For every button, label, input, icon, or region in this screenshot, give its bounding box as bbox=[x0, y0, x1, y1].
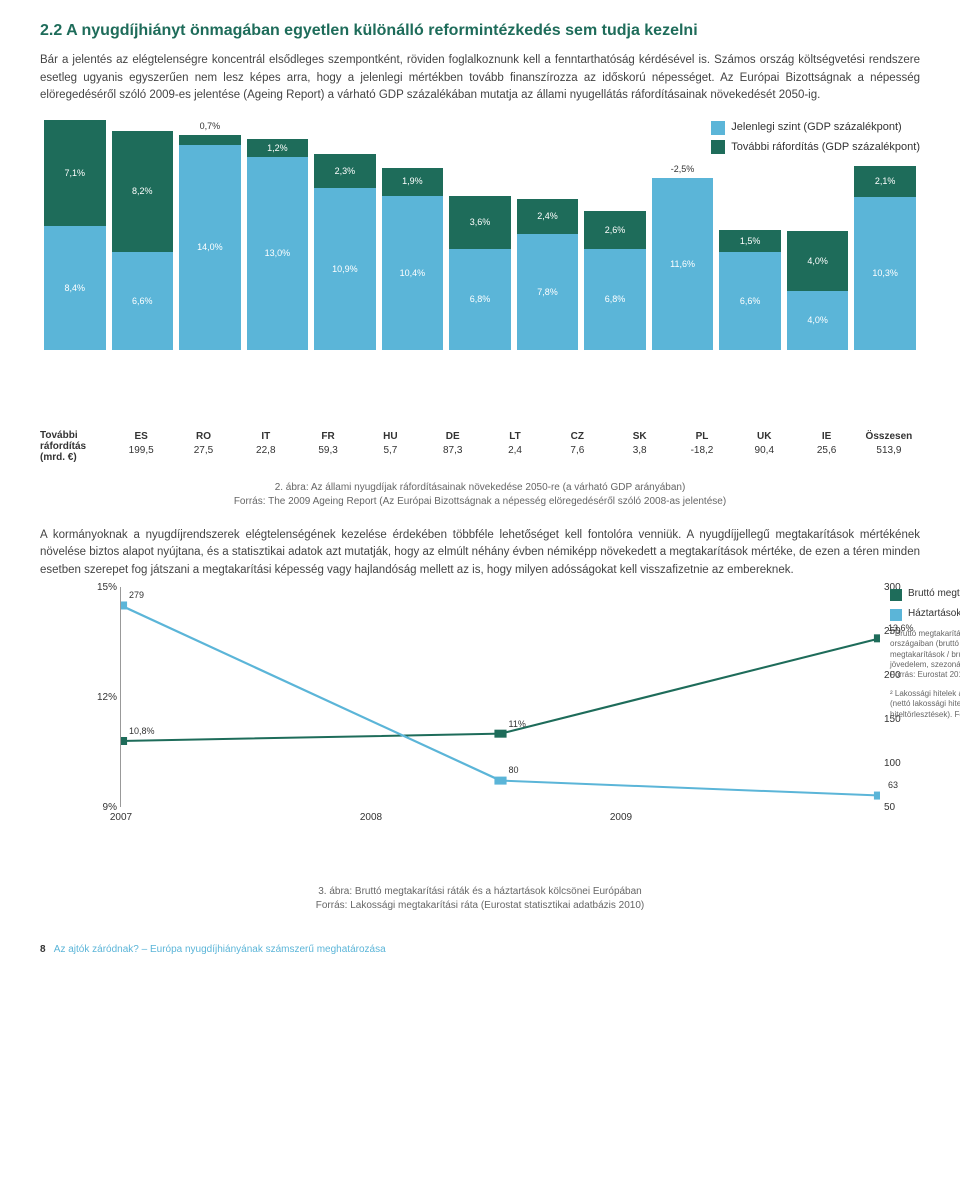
legend-label-additional: További ráfordítás (GDP százalékpont) bbox=[731, 140, 920, 155]
bar-column: 1,9%10,4% bbox=[382, 120, 444, 350]
table-country-code: Összesen513,9 bbox=[858, 430, 920, 463]
page-footer: 8 Az ajtók záródnak? – Európa nyugdíjhiá… bbox=[40, 943, 920, 957]
bar-segment-top bbox=[179, 135, 241, 145]
bar-column: 2,3%10,9% bbox=[314, 120, 376, 350]
chart-2-legend: Bruttó megtakarítási ráta (%)¹ Háztartás… bbox=[890, 587, 960, 720]
x-tick: 2007 bbox=[101, 811, 141, 825]
bar-segment-top: 7,1% bbox=[44, 120, 106, 225]
y-left-tick: 12% bbox=[81, 691, 117, 705]
chart-2-caption: 3. ábra: Bruttó megtakarítási ráták és a… bbox=[40, 885, 920, 913]
bar-segment-bottom: 11,6% bbox=[652, 178, 714, 350]
y-right-tick: 50 bbox=[884, 801, 920, 815]
table-country-code: IT22,8 bbox=[235, 430, 297, 463]
bar-top-label: 0,7% bbox=[200, 120, 221, 133]
table-country-code: UK90,4 bbox=[733, 430, 795, 463]
data-point-label: 63 bbox=[888, 779, 898, 792]
bar-segment-bottom: 6,6% bbox=[112, 252, 174, 350]
bar-segment-top: 4,0% bbox=[787, 231, 849, 290]
chart-2-footnote-1: ¹ Bruttó megtakarítási ráta az EU27 orsz… bbox=[890, 629, 960, 681]
legend2-swatch-blue bbox=[890, 609, 902, 621]
paragraph-1: Bár a jelentés az elégtelenségre koncent… bbox=[40, 52, 920, 104]
bar-segment-bottom: 6,6% bbox=[719, 252, 781, 350]
y-left-tick: 15% bbox=[81, 581, 117, 595]
table-country-code: CZ7,6 bbox=[546, 430, 608, 463]
data-point-label: 10,8% bbox=[129, 725, 155, 738]
table-country-code: PL-18,2 bbox=[671, 430, 733, 463]
data-point-label: 11% bbox=[509, 718, 526, 731]
bar-segment-bottom: 10,9% bbox=[314, 188, 376, 350]
bar-column: 3,6%6,8% bbox=[449, 120, 511, 350]
bar-segment-top: 2,6% bbox=[584, 211, 646, 250]
bar-column: 2,4%7,8% bbox=[517, 120, 579, 350]
paragraph-2: A kormányoknak a nyugdíjrendszerek elégt… bbox=[40, 527, 920, 579]
bar-segment-bottom: 14,0% bbox=[179, 145, 241, 350]
bar-column: 2,6%6,8% bbox=[584, 120, 646, 350]
bar-column: 1,2%13,0% bbox=[247, 120, 309, 350]
chart-2-line: 15%12%9%3002502001501005020072008200910,… bbox=[120, 587, 880, 867]
chart-2-svg bbox=[121, 587, 880, 807]
x-tick: 2009 bbox=[601, 811, 641, 825]
bar-segment-bottom: 7,8% bbox=[517, 234, 579, 350]
data-point-label: 80 bbox=[509, 764, 519, 777]
bar-top-label: -2,5% bbox=[671, 163, 695, 176]
chart-1-stacked-bar: Jelenlegi szint (GDP százalékpont) Továb… bbox=[40, 120, 920, 390]
legend-swatch-additional bbox=[711, 140, 725, 154]
legend2-swatch-green bbox=[890, 589, 902, 601]
chart-2-footnote-2: ² Lakossági hitelek az EU27 országaiban … bbox=[890, 689, 960, 720]
bar-column: -2,5% 11,6% bbox=[652, 120, 714, 350]
section-title: 2.2 A nyugdíjhiányt önmagában egyetlen k… bbox=[40, 20, 920, 42]
chart-1-legend: Jelenlegi szint (GDP százalékpont) Továb… bbox=[711, 120, 920, 159]
table-header-label: További ráfordítás (mrd. €) bbox=[40, 430, 110, 463]
y-right-tick: 100 bbox=[884, 757, 920, 771]
x-tick: 2008 bbox=[351, 811, 391, 825]
legend-label-current: Jelenlegi szint (GDP százalékpont) bbox=[731, 120, 901, 135]
chart-1-caption: 2. ábra: Az állami nyugdíjak ráfordítása… bbox=[40, 481, 920, 509]
bar-column: 0,7% 14,0% bbox=[179, 120, 241, 350]
data-point-label: 279 bbox=[129, 589, 144, 602]
bar-segment-bottom: 8,4% bbox=[44, 226, 106, 351]
bar-segment-top: 2,1% bbox=[854, 166, 916, 197]
bar-segment-bottom: 10,4% bbox=[382, 196, 444, 350]
table-country-code: SK3,8 bbox=[609, 430, 671, 463]
footer-text: Az ajtók záródnak? – Európa nyugdíjhiány… bbox=[54, 944, 386, 955]
bar-segment-top: 1,9% bbox=[382, 168, 444, 196]
table-country-code: DE87,3 bbox=[422, 430, 484, 463]
table-country-code: FR59,3 bbox=[297, 430, 359, 463]
bar-segment-top: 3,6% bbox=[449, 196, 511, 249]
bar-segment-bottom: 10,3% bbox=[854, 197, 916, 350]
table-country-code: IE25,6 bbox=[795, 430, 857, 463]
bar-segment-top: 2,3% bbox=[314, 154, 376, 188]
bar-column: 7,1%8,4% bbox=[44, 120, 106, 350]
bar-segment-bottom: 6,8% bbox=[584, 249, 646, 350]
bar-segment-top: 1,2% bbox=[247, 139, 309, 157]
page-number: 8 bbox=[40, 944, 46, 955]
table-country-code: HU5,7 bbox=[359, 430, 421, 463]
bar-segment-top: 1,5% bbox=[719, 230, 781, 252]
bar-segment-top: 8,2% bbox=[112, 131, 174, 253]
table-country-code: RO27,5 bbox=[172, 430, 234, 463]
bar-segment-top: 2,4% bbox=[517, 199, 579, 235]
bar-segment-bottom: 4,0% bbox=[787, 291, 849, 350]
legend2-label-green: Bruttó megtakarítási ráta (%)¹ bbox=[908, 587, 960, 601]
legend2-label-blue: Háztartások kölcsönei (bill. €)² bbox=[908, 607, 960, 621]
bar-column: 8,2%6,6% bbox=[112, 120, 174, 350]
table-country-code: LT2,4 bbox=[484, 430, 546, 463]
bar-segment-bottom: 6,8% bbox=[449, 249, 511, 350]
bar-segment-bottom: 13,0% bbox=[247, 157, 309, 350]
legend-swatch-current bbox=[711, 121, 725, 135]
table-country-code: ES199,5 bbox=[110, 430, 172, 463]
